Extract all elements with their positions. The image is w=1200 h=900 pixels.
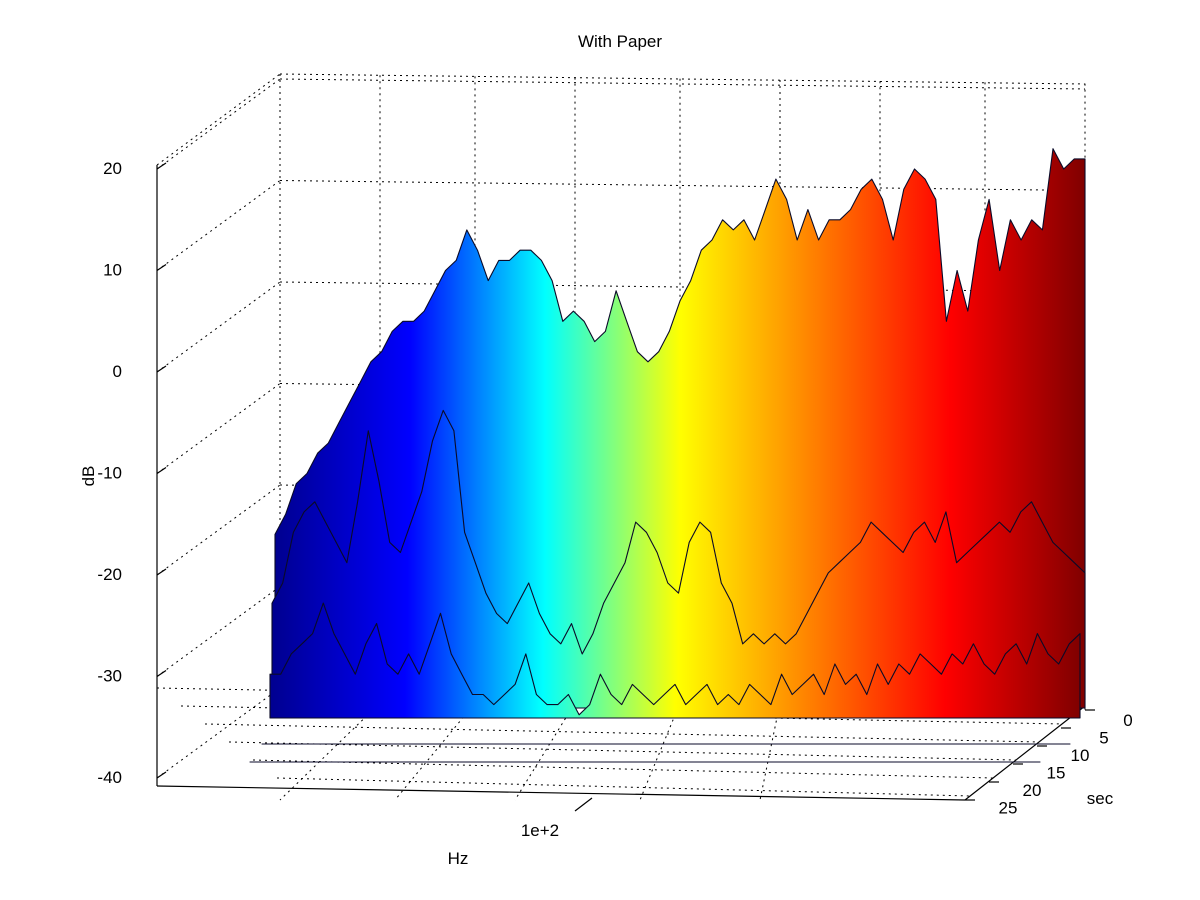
z-tick-label: -30 [97,667,122,686]
z-tick-mark [156,771,167,779]
z-tick-label: -20 [97,565,122,584]
y-tick-label: 0 [1123,711,1132,730]
grid-line-left-wall [156,484,281,576]
axes [156,162,1095,812]
y-axis-line [964,705,1086,801]
z-tick-label: 0 [113,362,122,381]
y-tick-label: 25 [999,799,1018,818]
z-tick-label: 10 [103,261,122,280]
z-tick-mark [156,568,167,576]
grid-line-floor [204,723,1040,743]
z-tick-mark [156,670,167,677]
grid-line-back-wall [279,180,1086,191]
grid-line-floor [276,777,971,797]
grid-line-left-wall [156,78,281,170]
z-axis-label: dB [79,466,98,487]
grid-line-left-wall [156,687,281,779]
surface-slice [269,602,1081,719]
grid-line-top-back [279,73,1086,85]
chart-title: With Paper [578,32,662,51]
x-tick-mark [574,797,593,812]
surface-slice [271,409,1086,709]
z-tick-label: 20 [103,159,122,178]
grid-line-floor [252,759,994,779]
grid-line-floor [228,741,1017,761]
x-axis-label: Hz [448,849,469,868]
grid-line-top-left [156,73,281,166]
z-tick-label: -40 [97,768,122,787]
x-axis-line [156,785,966,801]
y-axis-label: sec [1087,789,1114,808]
y-tick-label: 5 [1099,729,1108,748]
y-tick-label: 10 [1071,746,1090,765]
z-tick-label: -10 [97,464,122,483]
z-tick-mark [156,467,167,474]
surface-plot [249,148,1086,763]
grid-line-left-wall [156,383,281,474]
grid-line-left-wall [156,281,281,373]
grid-line-left-wall [156,586,281,677]
y-tick-label: 20 [1023,781,1042,800]
x-tick-label: 1e+2 [521,821,559,840]
grid-line-back-wall [279,78,1086,90]
y-tick-label: 15 [1047,764,1066,783]
grid-line-left-wall [156,180,281,271]
z-tick-mark [156,365,167,373]
z-tick-mark [156,162,167,170]
grid-line-floor-hz [759,702,781,801]
z-tick-mark [156,264,167,271]
grid-line-back-wall [279,281,1086,293]
grid-line-floor-hz [514,702,576,801]
